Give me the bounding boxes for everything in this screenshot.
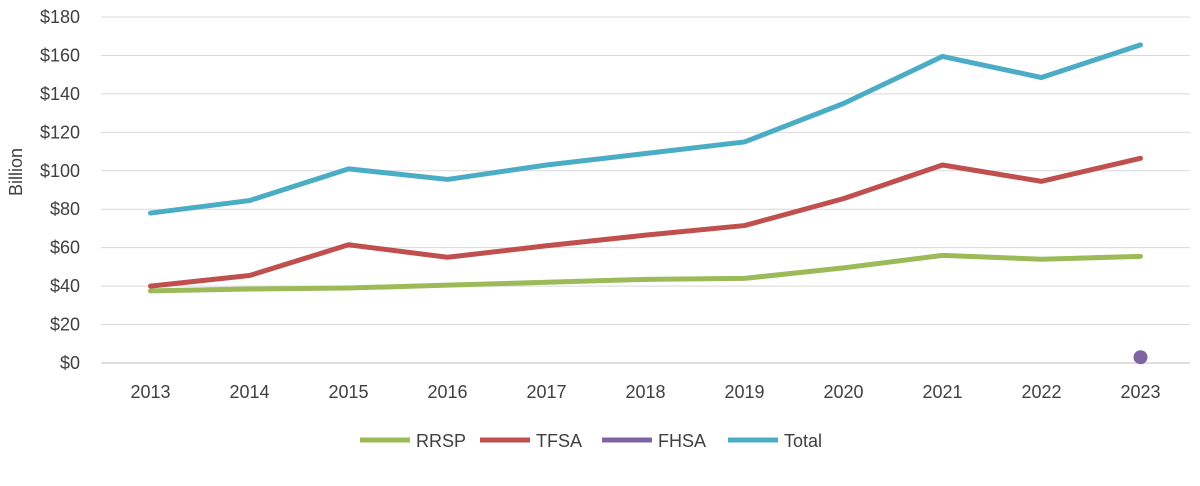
- y-tick-label: $60: [50, 238, 80, 258]
- legend-item-tfsa: TFSA: [480, 431, 582, 451]
- legend-label-fhsa: FHSA: [658, 431, 706, 451]
- x-tick-label: 2015: [328, 382, 368, 402]
- x-tick-label: 2022: [1021, 382, 1061, 402]
- x-tick-label: 2020: [823, 382, 863, 402]
- y-axis-ticks: $0 $20 $40 $60 $80 $100 $120 $140 $160 $180: [40, 7, 80, 373]
- legend: RRSP TFSA FHSA Total: [360, 431, 822, 451]
- y-tick-label: $40: [50, 276, 80, 296]
- series-tfsa: [148, 155, 1143, 289]
- x-tick-label: 2017: [526, 382, 566, 402]
- x-tick-label: 2016: [427, 382, 467, 402]
- series-line-total: [148, 42, 1143, 216]
- y-tick-label: $20: [50, 315, 80, 335]
- series-total: [148, 42, 1143, 216]
- legend-item-total: Total: [728, 431, 822, 451]
- legend-item-rrsp: RRSP: [360, 431, 466, 451]
- series-fhsa: [1133, 350, 1148, 365]
- x-tick-label: 2023: [1120, 382, 1160, 402]
- x-tick-label: 2021: [922, 382, 962, 402]
- data-point-fhsa: [1133, 350, 1148, 365]
- y-tick-label: $140: [40, 84, 80, 104]
- legend-label-total: Total: [784, 431, 822, 451]
- y-tick-label: $0: [60, 353, 80, 373]
- y-axis-title: Billion: [6, 148, 26, 196]
- x-tick-label: 2013: [130, 382, 170, 402]
- x-tick-label: 2018: [625, 382, 665, 402]
- series-layer: [148, 42, 1148, 365]
- gridlines: [101, 16, 1190, 364]
- x-tick-label: 2019: [724, 382, 764, 402]
- y-tick-label: $120: [40, 122, 80, 142]
- x-tick-label: 2014: [229, 382, 269, 402]
- y-tick-label: $100: [40, 161, 80, 181]
- series-line-tfsa: [148, 155, 1143, 289]
- y-tick-label: $180: [40, 7, 80, 27]
- y-tick-label: $160: [40, 45, 80, 65]
- x-axis-ticks: 2013 2014 2015 2016 2017 2018 2019 2020 2021 2022…: [130, 382, 1160, 402]
- series-rrsp: [148, 252, 1143, 294]
- legend-item-fhsa: FHSA: [602, 431, 706, 451]
- legend-label-tfsa: TFSA: [536, 431, 582, 451]
- legend-label-rrsp: RRSP: [416, 431, 466, 451]
- y-tick-label: $80: [50, 199, 80, 219]
